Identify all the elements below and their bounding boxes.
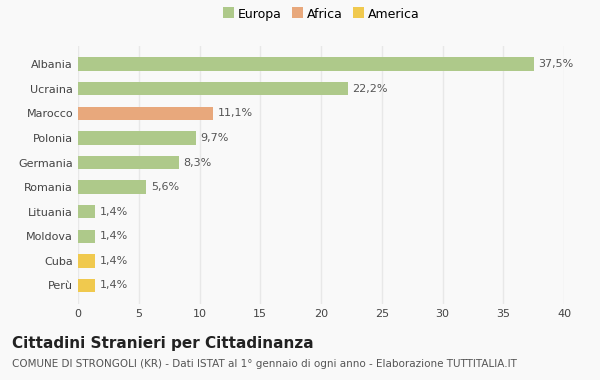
Bar xyxy=(78,230,95,243)
Text: 1,4%: 1,4% xyxy=(100,207,128,217)
Bar xyxy=(78,131,196,145)
Bar xyxy=(78,156,179,169)
Text: 1,4%: 1,4% xyxy=(100,280,128,290)
Bar xyxy=(78,106,213,120)
Bar xyxy=(78,180,146,194)
Text: 37,5%: 37,5% xyxy=(538,59,574,69)
Legend: Europa, Africa, America: Europa, Africa, America xyxy=(220,5,422,23)
Text: COMUNE DI STRONGOLI (KR) - Dati ISTAT al 1° gennaio di ogni anno - Elaborazione : COMUNE DI STRONGOLI (KR) - Dati ISTAT al… xyxy=(12,359,517,369)
Bar xyxy=(78,279,95,292)
Text: 1,4%: 1,4% xyxy=(100,256,128,266)
Text: 9,7%: 9,7% xyxy=(201,133,229,143)
Text: Cittadini Stranieri per Cittadinanza: Cittadini Stranieri per Cittadinanza xyxy=(12,336,314,351)
Text: 8,3%: 8,3% xyxy=(184,157,212,168)
Bar xyxy=(78,254,95,268)
Text: 5,6%: 5,6% xyxy=(151,182,179,192)
Text: 22,2%: 22,2% xyxy=(353,84,388,94)
Text: 11,1%: 11,1% xyxy=(218,108,253,118)
Bar xyxy=(78,82,348,95)
Text: 1,4%: 1,4% xyxy=(100,231,128,241)
Bar xyxy=(78,205,95,218)
Bar xyxy=(78,57,533,71)
